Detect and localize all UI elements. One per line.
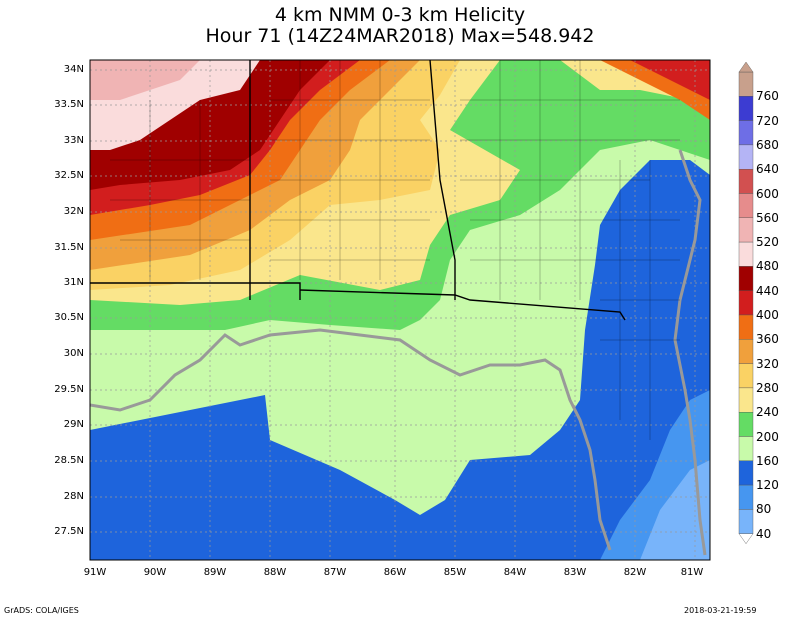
colorbar-level-label: 320 xyxy=(756,356,779,371)
lat-label: 31.5N xyxy=(54,242,84,253)
lat-label: 33N xyxy=(63,135,84,146)
lat-label: 29N xyxy=(63,419,84,430)
colorbar-level-label: 560 xyxy=(756,210,779,225)
colorbar-bottom-cap xyxy=(738,533,754,545)
colorbar-level-label: 480 xyxy=(756,259,779,274)
colorbar-level-label: 160 xyxy=(756,453,779,468)
contour-80 xyxy=(640,460,710,560)
lon-label: 83W xyxy=(563,567,587,578)
lon-label: 81W xyxy=(680,567,704,578)
colorbar-swatch xyxy=(738,71,754,97)
colorbar-swatch xyxy=(738,484,754,510)
colorbar-swatch xyxy=(738,314,754,340)
colorbar-level-label: 400 xyxy=(756,308,779,322)
colorbar-level-label: 280 xyxy=(756,380,779,395)
lat-label: 31N xyxy=(63,277,84,288)
colorbar-level-label: 640 xyxy=(756,162,779,177)
colorbar-swatch xyxy=(738,387,754,413)
lon-label: 88W xyxy=(263,567,287,578)
lat-label: 34N xyxy=(63,64,84,75)
map-subtitle: Hour 71 (14Z24MAR2018) Max=548.942 xyxy=(205,25,595,47)
lon-label: 91W xyxy=(83,567,107,578)
colorbar-top-cap xyxy=(738,61,754,73)
lat-label: 28.5N xyxy=(54,455,84,466)
colorbar-level-label: 120 xyxy=(756,478,779,493)
colorbar-level-label: 440 xyxy=(756,283,779,298)
lon-label: 87W xyxy=(323,567,347,578)
colorbar-level-label: 520 xyxy=(756,235,779,250)
colorbar-swatch xyxy=(738,290,754,316)
colorbar-level-label: 680 xyxy=(756,137,779,152)
lat-label: 27.5N xyxy=(54,526,84,537)
lon-label: 82W xyxy=(623,567,647,578)
lon-label: 89W xyxy=(203,567,227,578)
map-title: 4 km NMM 0-3 km Helicity xyxy=(274,4,526,26)
colorbar-level-label: 720 xyxy=(756,113,779,128)
colorbar-swatch xyxy=(738,120,754,146)
lon-label: 86W xyxy=(383,567,407,578)
lon-label: 84W xyxy=(503,567,527,578)
colorbar-swatch xyxy=(738,412,754,437)
colorbar-level-label: 40 xyxy=(756,526,772,541)
colorbar xyxy=(738,61,754,545)
colorbar-swatch xyxy=(738,436,754,461)
colorbar-level-label: 80 xyxy=(756,502,772,517)
footer-credit: GrADS: COLA/IGES xyxy=(4,606,79,615)
colorbar-level-label: 240 xyxy=(756,405,779,420)
colorbar-swatch xyxy=(738,168,754,194)
lat-label: 29.5N xyxy=(54,384,84,395)
lat-label: 32N xyxy=(63,206,84,217)
contour-520 xyxy=(90,60,200,100)
lat-label: 32.5N xyxy=(54,170,84,181)
county-lines xyxy=(110,60,680,440)
colorbar-level-label: 760 xyxy=(756,89,779,104)
colorbar-swatch xyxy=(738,193,754,218)
coastline xyxy=(90,149,707,556)
contour-160 xyxy=(90,160,710,560)
lat-label: 28N xyxy=(63,491,84,502)
lat-label: 30N xyxy=(63,348,84,359)
colorbar-swatch xyxy=(738,266,754,291)
colorbar-swatch xyxy=(738,217,754,243)
colorbar-level-label: 360 xyxy=(756,332,779,347)
lat-label: 33.5N xyxy=(54,99,84,110)
colorbar-swatch xyxy=(738,460,754,486)
lon-label: 85W xyxy=(443,567,467,578)
footer-timestamp: 2018-03-21-19:59 xyxy=(684,606,757,615)
map-frame xyxy=(89,59,711,561)
colorbar-swatch xyxy=(738,509,754,534)
colorbar-level-label: 200 xyxy=(756,429,779,444)
state-borders xyxy=(90,60,626,321)
colorbar-swatch xyxy=(738,339,754,364)
colorbar-swatch xyxy=(738,144,754,170)
lat-label: 30.5N xyxy=(54,312,84,323)
colorbar-swatch xyxy=(738,96,754,121)
colorbar-level-label: 600 xyxy=(756,186,779,201)
colorbar-swatch xyxy=(738,241,754,267)
lon-label: 90W xyxy=(143,567,167,578)
colorbar-swatch xyxy=(738,363,754,389)
